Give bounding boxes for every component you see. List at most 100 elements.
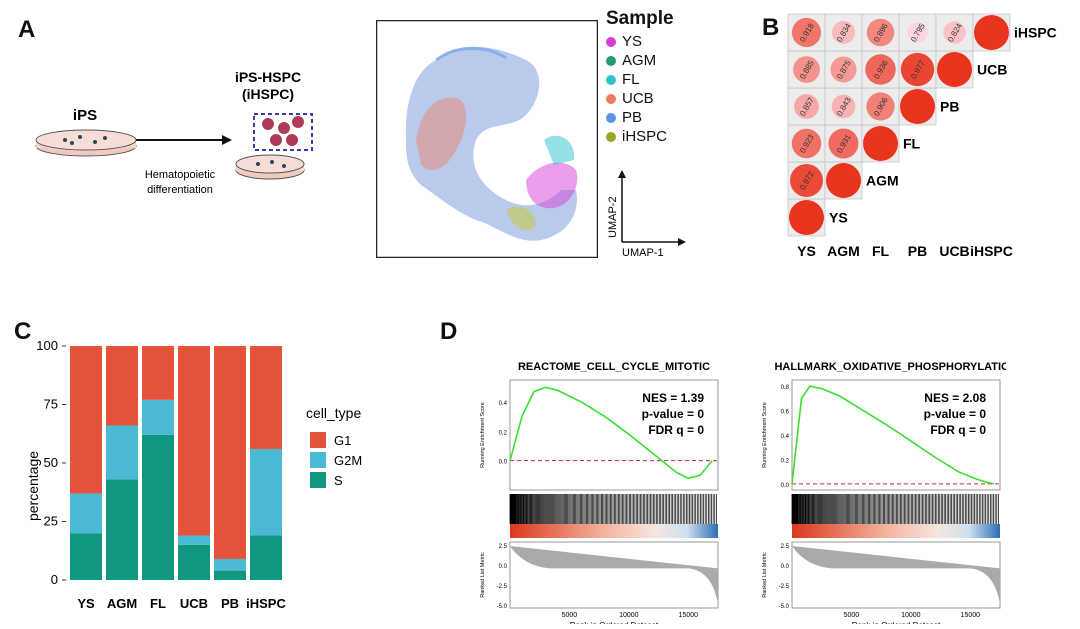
gsea-es-tick: 0.0 (781, 483, 790, 489)
matrix-cell (831, 94, 856, 119)
gsea-x-label: Rank in Ordered Dataset (852, 621, 941, 624)
matrix-row-label: YS (829, 210, 848, 226)
gsea-rank-metric (510, 546, 718, 604)
gsea-es-frame (791, 379, 1001, 491)
matrix-diagonal-cell (863, 126, 898, 161)
sample-legend-item: iHSPC (606, 127, 716, 146)
matrix-row-label: iHSPC (1014, 25, 1057, 41)
panel-label-c: C (14, 318, 32, 345)
hspc-dish-icon (235, 113, 313, 180)
gsea-es-ylabel: Running Enrichment Score (480, 402, 486, 468)
sample-legend-item: YS (606, 32, 716, 51)
gsea-es-tick: 0.2 (781, 458, 790, 464)
gsea-x-tick: 15000 (961, 612, 981, 619)
matrix-cell (791, 128, 822, 159)
matrix-cell (866, 92, 895, 121)
gsea-rank-colorbar (510, 524, 718, 538)
bar-segment-g2m (178, 535, 210, 545)
gsea-x-label: Rank in Ordered Dataset (570, 621, 659, 624)
gsea-es-tick: 0.2 (499, 430, 508, 436)
gsea-x-tick: 5000 (562, 612, 578, 619)
matrix-diagonal-cell (900, 89, 935, 124)
matrix-diagonal-cell (789, 200, 824, 235)
umap-axes: UMAP-2 UMAP-1 (607, 170, 686, 259)
matrix-row-label: AGM (866, 173, 899, 189)
bar-legend-label: G1 (334, 433, 351, 448)
matrix-cell (794, 94, 819, 119)
gsea-hits-frame (792, 494, 1000, 524)
bar-segment-s (70, 533, 102, 580)
bar-segment-s (214, 570, 246, 580)
gsea-hit-ticks (791, 494, 999, 524)
bar-x-label: iHSPC (246, 596, 286, 611)
matrix-col-label: AGM (827, 243, 860, 259)
bar-segment-g2m (142, 399, 174, 435)
panel-label-b: B (762, 14, 780, 41)
gsea-x-tick: 10000 (901, 612, 921, 619)
bar-x-label: FL (150, 596, 166, 611)
legend-dot-icon (606, 55, 616, 66)
matrix-diagonal-cell (937, 52, 972, 87)
bar-x-label: YS (77, 596, 95, 611)
bar-segment-g1 (70, 346, 102, 494)
gsea-rank-tick: -5.0 (497, 604, 508, 610)
umap-y-label: UMAP-2 (607, 196, 619, 238)
hspc-label-line1: iPS-HSPC (235, 69, 301, 85)
gsea-rank-tick: 2.5 (499, 544, 508, 550)
sample-legend-item: UCB (606, 89, 716, 108)
legend-dot-icon (606, 131, 616, 142)
matrix-col-label: UCB (939, 243, 969, 259)
sample-legend: Sample YS AGM FL UCB PB iHSPC (606, 8, 716, 146)
legend-dot-icon (606, 112, 616, 123)
matrix-row-label: FL (903, 136, 921, 152)
bar-segment-g1 (178, 346, 210, 536)
matrix-cell (791, 17, 822, 48)
umap-plot (376, 20, 598, 258)
bar-segment-g2m (214, 558, 246, 571)
bar-legend-title: cell_type (306, 405, 361, 421)
legend-swatch (310, 432, 326, 448)
gsea-plot-oxphos: HALLMARK_OXIDATIVE_PHOSPHORYLATION 0.8 0.6… (762, 361, 1006, 624)
legend-swatch (310, 472, 326, 488)
sample-legend-label: AGM (622, 52, 657, 69)
panel-label-a: A (18, 16, 36, 43)
correlation-matrix: value 1.000.950.900.850.80 0.9720.9230.9… (787, 13, 1057, 259)
matrix-col-label: PB (908, 243, 927, 259)
matrix-cell (830, 56, 857, 83)
matrix-diagonal-cell (826, 163, 861, 198)
ips-label: iPS (73, 107, 97, 124)
gsea-es-tick: 0.4 (499, 401, 508, 407)
gsea-es-tick: 0.6 (781, 410, 790, 416)
bar-segment-g1 (214, 346, 246, 559)
matrix-diagonal-cell (974, 15, 1009, 50)
bar-segment-g2m (106, 425, 138, 480)
matrix-cell (943, 21, 966, 44)
gsea-stat: FDR q = 0 (648, 423, 704, 437)
bar-y-tick: 100 (36, 338, 58, 353)
matrix-col-label: FL (872, 243, 890, 259)
sample-legend-label: UCB (622, 90, 654, 107)
gsea-es-ylabel: Running Enrichment Score (762, 402, 768, 468)
bar-x-label: UCB (180, 596, 208, 611)
matrix-cell (866, 18, 895, 47)
gsea-stat: NES = 2.08 (924, 391, 986, 405)
arrow-label-line1: Hematopoietic (145, 169, 216, 181)
bar-segment-s (250, 535, 282, 580)
bar-y-tick: 50 (44, 455, 58, 470)
gsea-es-tick: 0.4 (781, 434, 790, 440)
gsea-hits-frame (510, 494, 718, 524)
umap-x-label: UMAP-1 (622, 247, 664, 259)
gsea-rank-ylabel: Ranked List Metric (762, 552, 768, 598)
sample-legend-label: YS (622, 33, 643, 50)
gsea-x-tick: 5000 (844, 612, 860, 619)
matrix-cell (828, 128, 859, 159)
sample-legend-label: FL (622, 71, 640, 88)
legend-dot-icon (606, 74, 616, 85)
bar-segment-s (142, 434, 174, 580)
matrix-col-label: YS (797, 243, 816, 259)
matrix-cell (790, 164, 823, 197)
sample-legend-title: Sample (606, 8, 674, 29)
differentiation-schematic: iPS Hematopoietic differentiation iPS-HS… (35, 69, 313, 196)
sample-legend-item: PB (606, 108, 716, 127)
gsea-rank-tick: -5.0 (779, 604, 790, 610)
